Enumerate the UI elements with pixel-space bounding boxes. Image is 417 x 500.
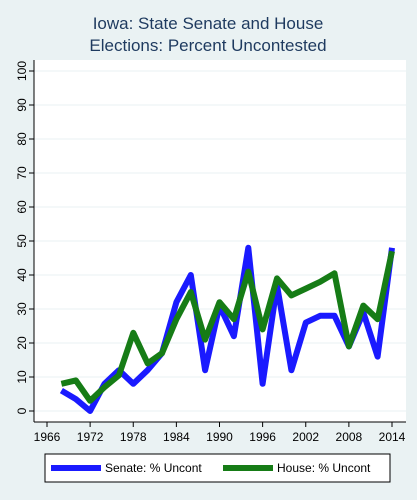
x-tick-label: 2014	[379, 430, 406, 444]
y-tick-label: 50	[15, 234, 29, 248]
chart-title-line-2: Elections: Percent Uncontested	[89, 36, 326, 55]
y-tick-label: 60	[15, 200, 29, 214]
x-tick-label: 1996	[249, 430, 276, 444]
y-tick-label: 80	[15, 132, 29, 146]
y-tick-label: 100	[15, 61, 29, 81]
series-layer	[59, 244, 395, 414]
series-line-0	[59, 244, 395, 414]
y-tick-label: 30	[15, 302, 29, 316]
legend-label-0: Senate: % Uncont	[105, 461, 202, 475]
x-tick-label: 1972	[77, 430, 104, 444]
y-tick-label: 20	[15, 336, 29, 350]
x-tick-label: 1990	[206, 430, 233, 444]
x-tick-label: 2008	[336, 430, 363, 444]
series-line-1	[60, 250, 395, 404]
x-tick-label: 1984	[163, 430, 190, 444]
legend-label-1: House: % Uncont	[277, 461, 371, 475]
y-tick-label: 40	[15, 268, 29, 282]
y-tick-label: 70	[15, 166, 29, 180]
legend: Senate: % Uncont House: % Uncont	[44, 453, 391, 483]
x-tick-label: 1978	[120, 430, 147, 444]
y-tick-label: 0	[15, 407, 29, 414]
x-tick-label: 1966	[34, 430, 61, 444]
chart-title-line-1: Iowa: State Senate and House	[93, 14, 324, 33]
x-tick-label: 2002	[292, 430, 319, 444]
legend-box	[44, 453, 391, 483]
axis-layer: 0 10 20 30 40 50 60 70 80 90 100 1966 1972 1978 1984 19…	[15, 60, 406, 444]
y-tick-label: 90	[15, 98, 29, 112]
y-tick-label: 10	[15, 370, 29, 384]
